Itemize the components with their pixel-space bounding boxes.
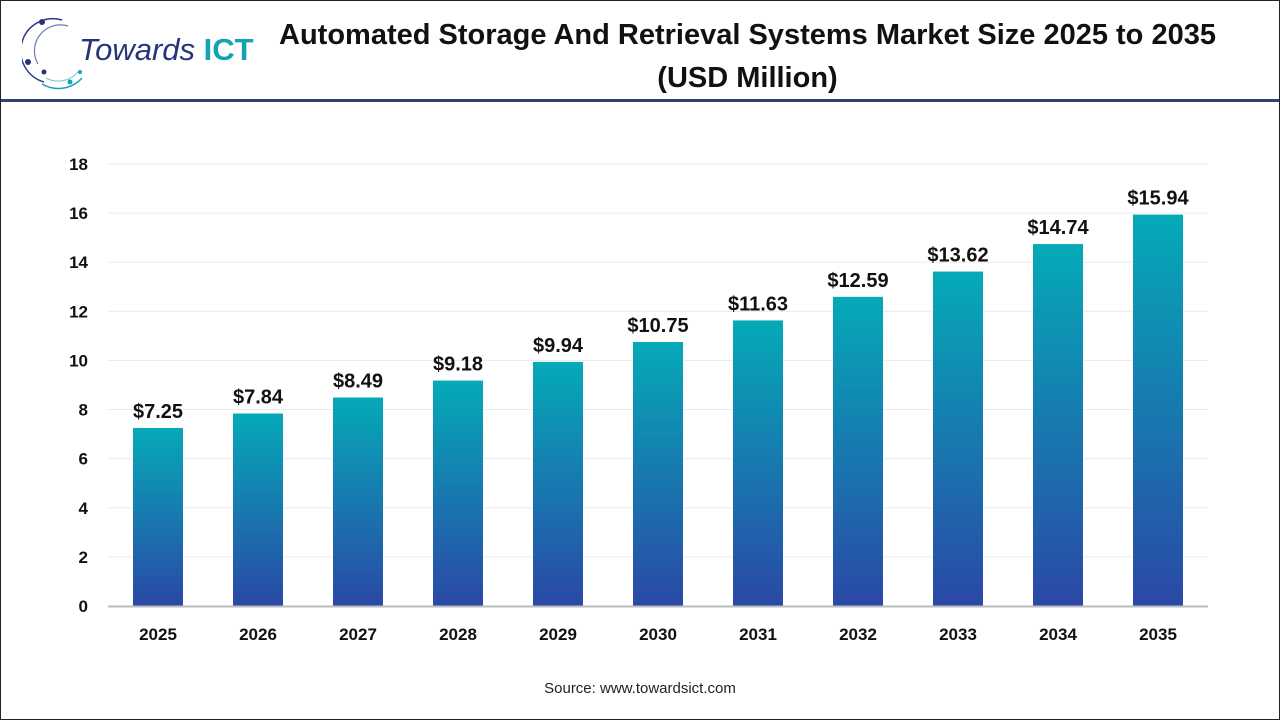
bar-2029 (533, 361, 583, 606)
y-tick-label: 2 (79, 548, 88, 567)
source-note: Source: www.towardsict.com (544, 680, 736, 697)
logo: Towards ICT (19, 14, 254, 90)
x-tick-label: 2032 (839, 625, 877, 644)
x-tick-label: 2034 (1039, 625, 1077, 644)
bar-2034 (1033, 244, 1083, 606)
y-tick-label: 6 (79, 450, 88, 469)
x-tick-label: 2027 (339, 625, 377, 644)
y-tick-label: 10 (69, 351, 88, 370)
bar-2028 (433, 380, 483, 606)
data-label: $12.59 (827, 270, 888, 292)
bar-2030 (633, 342, 683, 606)
data-label: $7.84 (233, 386, 284, 408)
bar-2027 (333, 397, 383, 606)
x-tick-label: 2031 (739, 625, 777, 644)
x-tick-label: 2026 (239, 625, 277, 644)
bar-2032 (833, 296, 883, 606)
logo-text-ict: ICT (203, 32, 254, 67)
x-tick-label: 2028 (439, 625, 477, 644)
data-label: $9.18 (433, 354, 483, 376)
data-label: $7.25 (133, 401, 183, 423)
data-label: $14.74 (1027, 217, 1089, 239)
data-label: $9.94 (533, 335, 584, 357)
y-tick-label: 16 (69, 204, 88, 223)
data-label: $11.63 (728, 293, 788, 315)
x-tick-label: 2025 (139, 625, 177, 644)
y-tick-label: 14 (69, 253, 88, 272)
bar-2031 (733, 320, 783, 606)
data-label: $10.75 (627, 315, 688, 337)
chart-title: Automated Storage And Retrieval Systems … (279, 19, 1216, 94)
y-tick-label: 4 (79, 499, 89, 518)
bar-2026 (233, 413, 283, 606)
y-tick-label: 18 (69, 155, 88, 174)
data-label: $8.49 (333, 371, 383, 393)
x-tick-label: 2030 (639, 625, 677, 644)
header-divider (1, 99, 1279, 102)
y-tick-label: 0 (79, 597, 88, 616)
x-tick-label: 2033 (939, 625, 977, 644)
data-label: $13.62 (927, 245, 988, 267)
y-tick-label: 8 (79, 401, 88, 420)
bar-2025 (133, 427, 183, 606)
y-tick-label: 12 (69, 302, 88, 321)
x-tick-label: 2029 (539, 625, 577, 644)
data-label: $15.94 (1127, 188, 1189, 210)
logo-swirl-icon (19, 17, 83, 90)
bar-2035 (1133, 214, 1183, 606)
x-tick-label: 2035 (1139, 625, 1177, 644)
bar-2033 (933, 271, 983, 606)
logo-text-towards: Towards (79, 32, 196, 67)
